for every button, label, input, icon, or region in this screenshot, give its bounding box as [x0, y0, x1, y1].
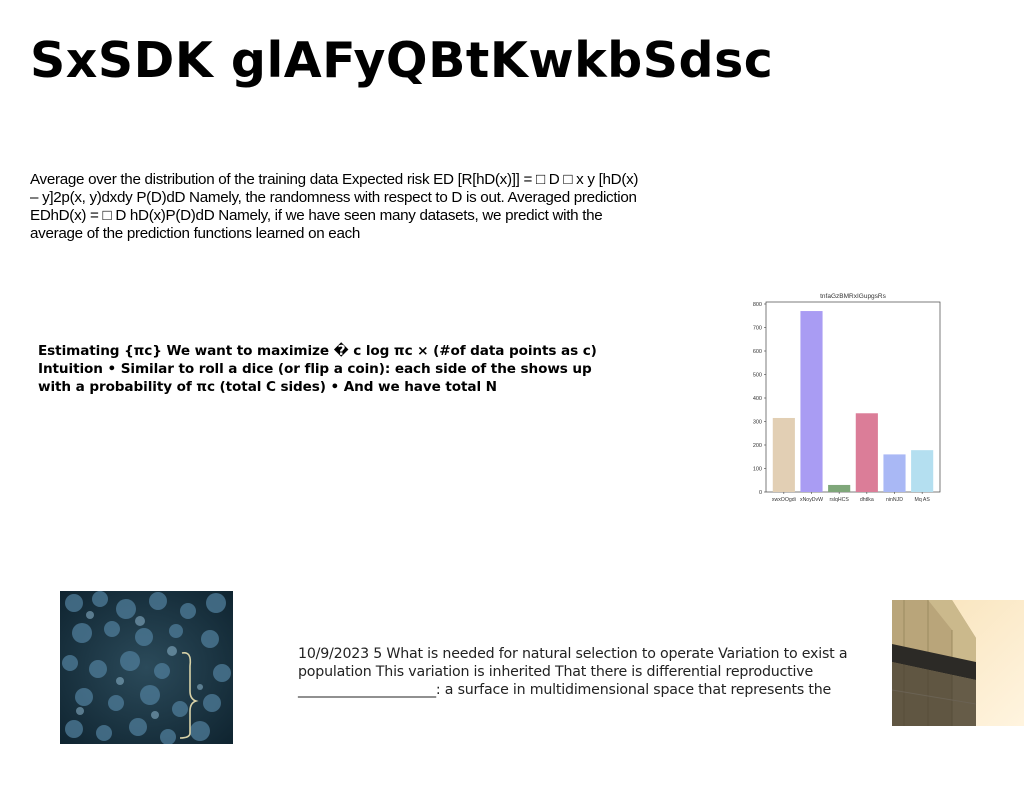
y-tick-label: 500: [753, 373, 762, 379]
chart-title: tnfaGzBMRxIGupgsRs: [820, 293, 886, 300]
y-tick-label: 600: [753, 349, 762, 355]
forest-aerial-photo: [60, 591, 233, 744]
bar: [800, 311, 823, 492]
y-tick-label: 700: [753, 326, 762, 332]
bar: [772, 417, 795, 492]
y-tick-label: 200: [753, 443, 762, 449]
plot-frame: [765, 301, 941, 493]
y-tick-label: 0: [759, 490, 762, 496]
bar-series: [772, 311, 934, 492]
y-tick-label: 300: [753, 420, 762, 426]
x-tick-label: ninNJD: [886, 497, 903, 503]
x-axis: xwxOOgdi xNoyDvW rslqHCS dhtlka ninNJD Mq AS: [772, 492, 930, 503]
bar: [855, 413, 878, 492]
bar-chart: tnfaGzBMRxIGupgsRs 0 100 200 300 400 500 600 70…: [753, 293, 941, 503]
bar: [828, 484, 851, 492]
natural-selection-text: 10/9/2023 5 What is needed for natural s…: [298, 646, 848, 698]
slide-title: SxSDK glAFyQBtKwkbSdsc: [30, 32, 774, 89]
y-axis: 0 100 200 300 400 500 600 700 800: [753, 302, 766, 496]
estimating-pi-text: Estimating {πc} We want to maximize � c …: [38, 343, 597, 395]
x-tick-label: xNoyDvW: [800, 497, 823, 503]
bar: [911, 450, 934, 492]
y-tick-label: 800: [753, 302, 762, 308]
building-photo: [892, 600, 1024, 726]
x-tick-label: rslqHCS: [830, 497, 850, 503]
expected-risk-text: Average over the distribution of the tra…: [30, 171, 639, 242]
y-tick-label: 100: [753, 467, 762, 473]
x-tick-label: xwxOOgdi: [772, 497, 796, 503]
y-tick-label: 400: [753, 396, 762, 402]
x-tick-label: dhtlka: [860, 497, 874, 503]
x-tick-label: Mq AS: [915, 497, 931, 503]
bar: [883, 454, 906, 492]
